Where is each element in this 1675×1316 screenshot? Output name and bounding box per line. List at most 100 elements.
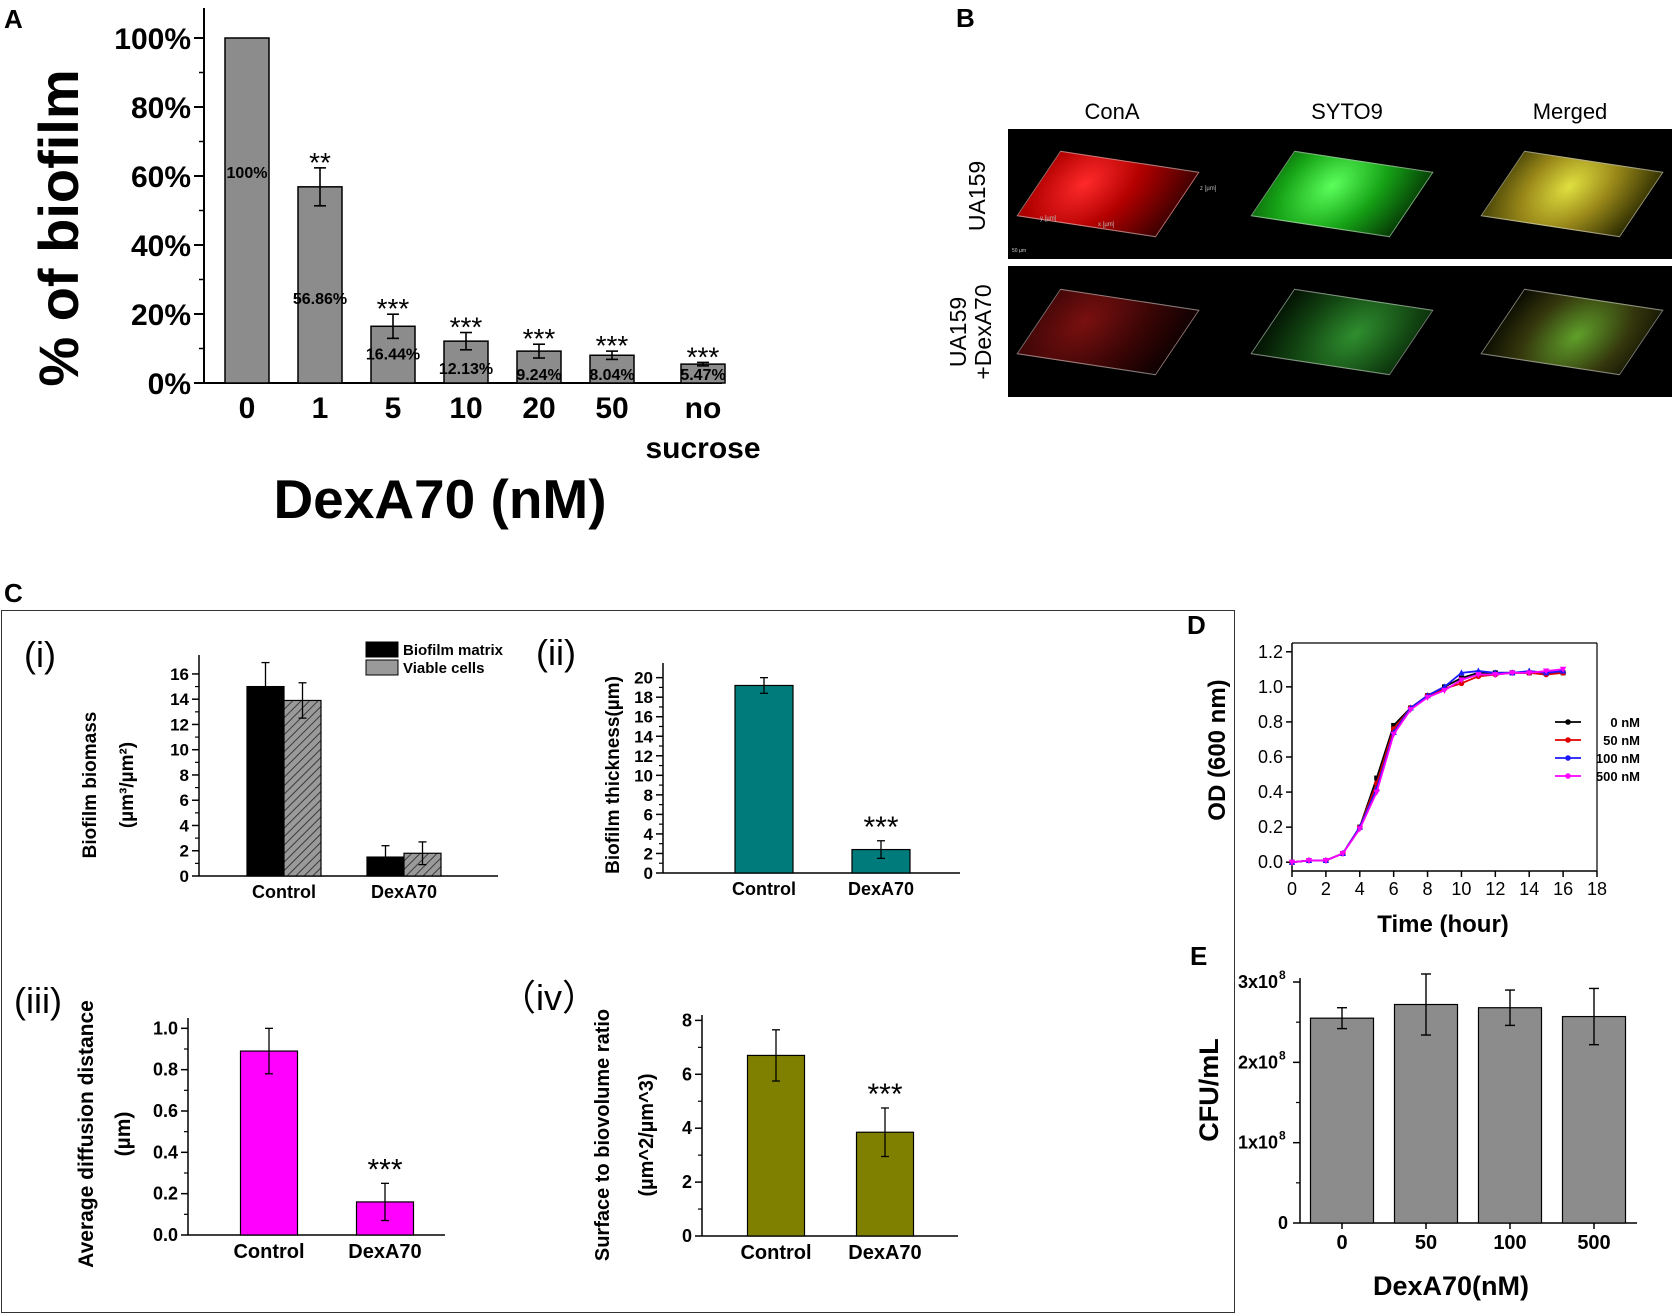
chart-ciii-ylabel-units: (µm) [112, 1112, 135, 1157]
chart-d-point [1374, 775, 1380, 781]
chart-civ-ytick-label: 2 [682, 1172, 692, 1192]
chart-d-xlabel: Time (hour) [1377, 911, 1509, 938]
chart-d-point [1322, 857, 1330, 864]
chart-ci-ylabel-units: (µm³/µm²) [117, 742, 138, 828]
chart-d-legend-marker [1565, 719, 1571, 725]
legend-label-matrix: Biofilm matrix [403, 642, 504, 659]
chart-a-significance: ** [309, 147, 331, 178]
chart-ci-ytick-label: 0 [180, 867, 189, 886]
chart-cii-ytick-label: 6 [644, 805, 653, 824]
chart-e-ytick-label: 1x10 [1238, 1133, 1278, 1153]
chart-ciii-ytick-label: 1.0 [153, 1018, 178, 1038]
chart-civ-xtick-label: DexA70 [848, 1242, 921, 1264]
chart-ci-ytick-label: 8 [180, 766, 189, 785]
chart-d-point [1424, 694, 1431, 701]
chart-d-legend-marker [1565, 773, 1571, 779]
chart-cii-ytick-label: 14 [634, 727, 653, 746]
chart-civ-ylabel: Surface to biovolume ratio [592, 1009, 614, 1261]
chart-a-xtick-label: 50 [595, 392, 628, 425]
chart-a-xtick-label: 1 [312, 392, 329, 425]
chart-a-ytick-label: 20% [131, 299, 191, 332]
chart-a-value-label: 9.24% [516, 367, 561, 384]
chart-a-ylabel: % of biofilm [27, 69, 90, 386]
chart-a-xtick-label: 5 [385, 392, 402, 425]
chart-ciii-tag: (iii) [14, 980, 62, 1021]
chart-d-ytick-label: 0.8 [1258, 712, 1283, 732]
chart-d-ytick-label: 0.4 [1258, 782, 1283, 802]
panel-c-frame [1, 610, 1235, 1313]
chart-d-point [1509, 670, 1516, 677]
chart-e-xtick-label: 50 [1415, 1232, 1437, 1254]
chart-civ-significance: *** [867, 1078, 902, 1111]
chart-d-xtick-label: 6 [1389, 879, 1399, 899]
legend-swatch-viable [365, 659, 399, 676]
chart-ci-tag: (i) [24, 634, 56, 675]
chart-cii-ytick-label: 8 [644, 786, 653, 805]
chart-ci-ytick-label: 4 [180, 816, 190, 835]
chart-cii-ytick-label: 18 [634, 688, 653, 707]
chart-civ-tag: （iv） [500, 977, 598, 1018]
chart-cii-ytick-label: 20 [634, 669, 653, 688]
chart-d-xtick-label: 2 [1321, 879, 1331, 899]
chart-civ-xtick-label: Control [740, 1242, 811, 1264]
chart-a-xtick-label: 10 [449, 392, 482, 425]
chart-ciii-xtick-label: Control [233, 1241, 304, 1263]
chart-civ-ytick-label: 4 [682, 1118, 692, 1138]
chart-a-xtick-label: 20 [522, 392, 555, 425]
chart-ciii-ytick-label: 0.4 [153, 1142, 178, 1162]
chart-cii-tag: (ii) [536, 632, 576, 673]
chart-a-ytick-label: 100% [114, 23, 191, 56]
chart-e-ytick-exponent: 8 [1279, 1048, 1286, 1062]
chart-ci-xtick-label: Control [252, 882, 316, 902]
chart-ci-ytick-label: 10 [170, 741, 189, 760]
image-row-divider [1008, 259, 1672, 266]
chart-ci-ytick-label: 12 [170, 715, 189, 734]
chart-a-bar [297, 186, 343, 384]
chart-d-point [1305, 857, 1313, 864]
panel-label-c: C [4, 578, 23, 608]
row-label-ua159: UA159 [964, 161, 990, 231]
chart-ciii-ytick-label: 0.2 [153, 1184, 178, 1204]
chart-a-significance: *** [450, 312, 483, 343]
chart-a-significance: *** [687, 341, 720, 372]
chart-d-point [1407, 707, 1414, 714]
chart-d-xtick-label: 10 [1451, 879, 1471, 899]
chart-d-point [1339, 850, 1347, 857]
chart-cii-ytick-label: 10 [634, 766, 653, 785]
chart-ciii-xtick-label: DexA70 [348, 1241, 421, 1263]
chart-d-point [1356, 826, 1363, 833]
chart-a-value-label: 5.47% [680, 367, 725, 384]
panel-label-e: E [1190, 941, 1207, 971]
chart-d-legend-label: 50 nM [1603, 733, 1640, 748]
chart-a-significance: *** [596, 330, 629, 361]
chart-e-ytick-label: 0 [1278, 1213, 1288, 1233]
chart-a-significance: *** [377, 293, 410, 324]
chart-d-point [1441, 687, 1448, 694]
chart-civ-ytick-label: 0 [682, 1226, 692, 1246]
chart-ci-bar [246, 685, 285, 877]
chart-a-value-label: 56.86% [293, 291, 347, 308]
row-label-dexa70: +DexA70 [970, 284, 996, 379]
column-label-merged: Merged [1533, 99, 1608, 124]
chart-d-point [1288, 859, 1296, 866]
chart-cii-ytick-label: 0 [644, 864, 653, 883]
chart-civ-ylabel-units: (µm^2/µm^3) [636, 1073, 658, 1196]
chart-d-point [1475, 672, 1482, 679]
legend-swatch-matrix [365, 641, 399, 658]
chart-a-ytick-label: 40% [131, 230, 191, 263]
chart-d-point [1441, 683, 1448, 690]
column-label-cona: ConA [1084, 99, 1139, 124]
panel-label-a: A [4, 4, 23, 34]
chart-a-ytick-label: 80% [131, 92, 191, 125]
chart-e-xtick-label: 500 [1577, 1232, 1610, 1254]
column-label-syto9: SYTO9 [1311, 99, 1383, 124]
chart-d-series-line [1291, 671, 1564, 864]
chart-d-ytick-label: 0.6 [1258, 747, 1283, 767]
chart-ci-ylabel: Biofilm biomass [80, 712, 101, 859]
chart-ci-bar [283, 699, 322, 877]
chart-a-value-label: 16.44% [366, 346, 420, 363]
chart-civ-bar [746, 1054, 806, 1237]
chart-ci-ytick-label: 2 [180, 842, 189, 861]
chart-d-ytick-label: 0.0 [1258, 852, 1283, 872]
chart-e-ytick-exponent: 8 [1279, 968, 1286, 982]
